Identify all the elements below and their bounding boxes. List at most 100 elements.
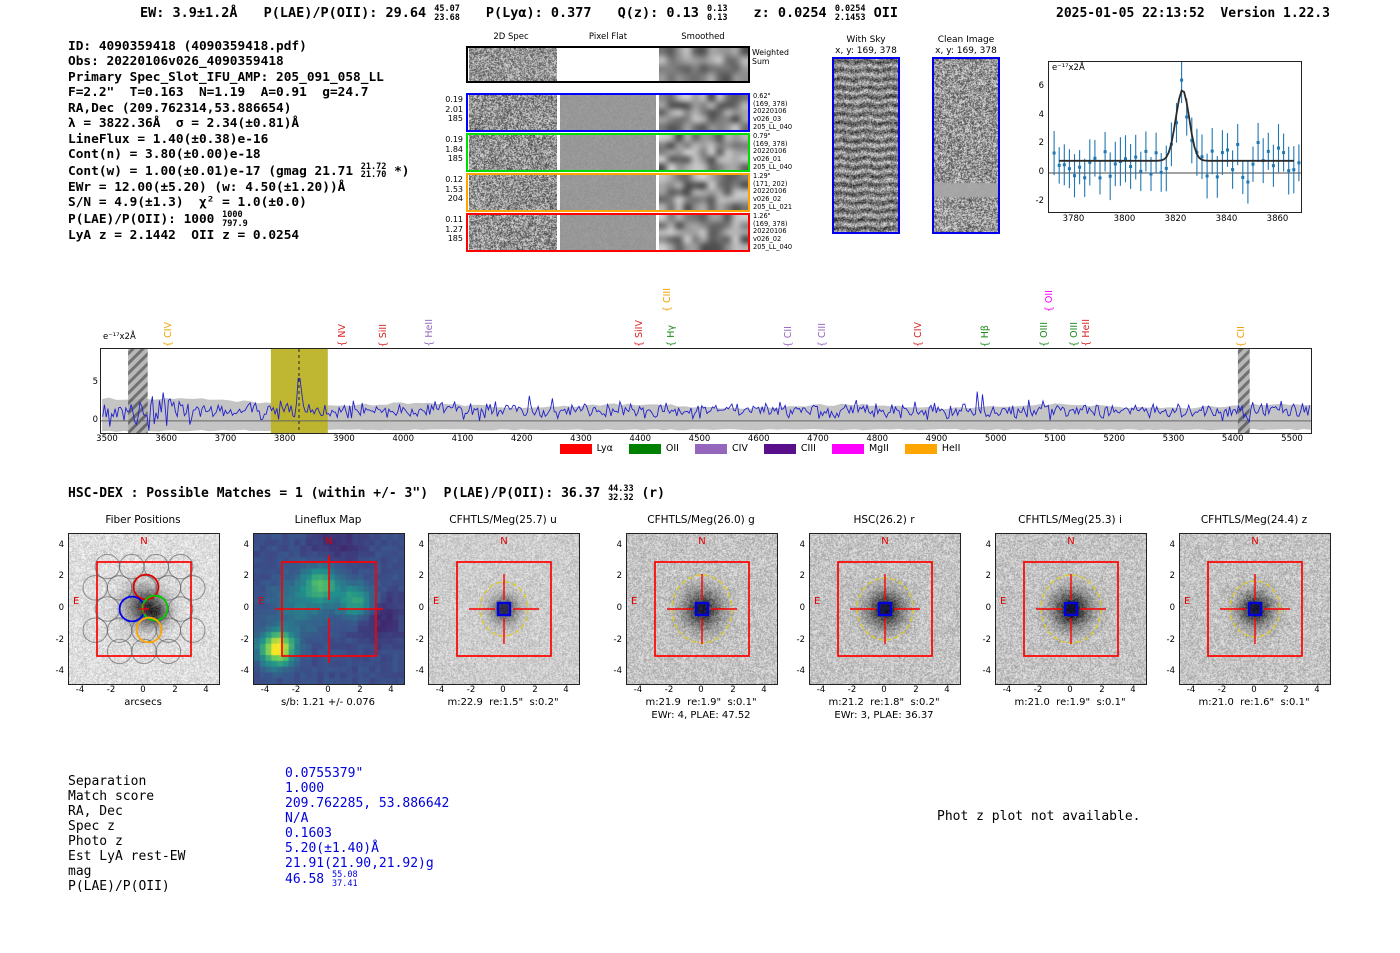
cutout-caption: s/b: 1.21 +/- 0.076 [280,697,376,708]
cutout-x-tick: 4 [761,685,767,695]
legend-swatch [831,443,864,454]
info-line-1: Obs: 20220106v026_4090359418 [68,54,284,70]
main-x-tick: 5100 [1044,434,1066,444]
spec2d-row-3-smoothed-image [659,215,748,250]
cutout-y-tick: -4 [613,666,622,676]
north-label: N [140,536,148,547]
cutout-x-tick: 2 [730,685,736,695]
main-x-tick: 4300 [570,434,592,444]
cutout-y-tick: -4 [1166,666,1175,676]
cutout-x-tick: 2 [357,685,363,695]
legend-swatch [628,443,661,454]
emission-line-label-CII: { CII [1236,325,1247,347]
spec2d-row-1-right-labels: 0.79" (169, 378) 20220106 v026_01 205_LL_040 [753,132,793,171]
spec2d-row-3 [466,213,750,252]
main-unit-label: e⁻¹⁷x2Å [103,332,136,342]
legend-label: HeII [941,443,961,454]
match-label-0: Separation [68,774,147,789]
spec2d-row-2 [466,173,750,212]
main-x-tick: 5000 [984,434,1007,444]
cutout-caption: m:22.9 re:1.5" s:0.2" [447,697,559,708]
info-line-8: Cont(w) = 1.00(±0.01)e-17 (gmag 21.71 21… [68,161,410,181]
plae-poii-summary: P(LAE)/P(OII): 29.64 45.07 23.68 [263,4,460,23]
main-x-tick: 4900 [925,434,948,444]
legend-item-CIV: CIV [694,443,748,454]
z-summary: z: 0.0254 0.0254 2.1453 OII [753,4,899,23]
clean-image-panel [932,57,1000,234]
cutout-y-tick: -2 [415,635,424,645]
cutout-y-tick: -2 [796,635,805,645]
cutout-y-tick: 2 [243,571,249,581]
cutout-x-tick: -2 [664,685,674,695]
emission-line-label-SiIV: { SiIV [634,319,645,347]
zoom-x-tick: 3860 [1266,214,1289,224]
cutout-y-tick: 2 [799,571,805,581]
cutout-y-tick: 2 [985,571,991,581]
main-x-tick: 4800 [866,434,889,444]
cutout-x-tick: 4 [1314,685,1320,695]
cutout-x-tick: -2 [1033,685,1043,695]
main-x-tick: 3700 [214,434,237,444]
main-x-tick: 4200 [510,434,533,444]
match-value-6: 21.91(21.90,21.92)g [285,856,434,871]
spec2d-row-0 [466,93,750,132]
north-label: N [881,536,889,547]
cutout-x-tick: 0 [698,685,704,695]
main-x-tick: 4100 [451,434,474,444]
cutout-x-tick: 2 [1099,685,1105,695]
legend-item-HeII: HeII [904,443,961,454]
cutout-title: CFHTLS/Meg(26.0) g [647,514,755,526]
cutout-x-tick: 4 [944,685,950,695]
legend-swatch [763,443,796,454]
cutout-overlay [1207,561,1303,657]
north-label: N [1067,536,1075,547]
emission-line-label-CIII: { CIII [662,287,673,312]
weighted-2d-image [469,48,557,81]
north-label: N [325,536,333,547]
spec2d-row-2-left-labels: 0.12 1.53 204 [445,175,463,204]
east-label: E [258,596,265,607]
cutout-x-tick: 4 [388,685,394,695]
cutout-y-tick: -4 [982,666,991,676]
cutout-overlay [654,561,750,657]
cutout-caption: m:21.9 re:1.9" s:0.1" [645,697,757,708]
clean-image-title: Clean Image x, y: 169, 378 [935,35,997,56]
match-value-4: 0.1603 [285,826,332,841]
cutout-y-tick: 4 [799,540,805,550]
zoom-y-tick: 6 [1038,81,1044,92]
summary-header: EW: 3.9±1.2Å P(LAE)/P(OII): 29.64 45.07 2… [140,5,898,22]
cutout-caption: m:21.0 re:1.9" s:0.1" [1014,697,1126,708]
spec2d-row-3-pixelflat-image [560,215,656,250]
zoom-spectrum-svg [1049,57,1301,204]
main-x-tick: 4600 [747,434,770,444]
cutout-x-tick: -2 [106,685,116,695]
spec2d-row-2-right-labels: 1.29" (171, 202) 20220106 v026_02 205_LL_021 [753,172,793,211]
weighted-smoothed-image [659,48,748,81]
main-x-tick: 4400 [629,434,652,444]
cutout-x-tick: -4 [633,685,643,695]
full-spectrum-plot [100,348,1312,434]
zoom-y-tick: 4 [1038,109,1044,120]
info-line-9: EWr = 12.00(±5.20) (w: 4.50(±1.20))Å [68,179,346,195]
cutout-y-tick: 2 [1169,571,1175,581]
emission-line-label-OII: { OII [1044,289,1055,312]
cutout-y-tick: 2 [58,571,64,581]
weighted-sum-label: Weighted Sum [752,48,789,66]
cutout-y-tick: 2 [616,571,622,581]
match-value-1: 1.000 [285,781,325,796]
cutout-y-tick: -2 [613,635,622,645]
cutout-x-tick: -2 [1217,685,1227,695]
spec2d-row-0-smoothed-image [659,95,748,130]
cutout-title: CFHTLS/Meg(25.7) u [449,514,557,526]
cutout-x-tick: 4 [563,685,569,695]
main-x-tick: 3900 [333,434,355,444]
emission-line-label-HeII: { HeII [1081,319,1092,347]
cutout-y-tick: -4 [796,666,805,676]
with-sky-panel [832,57,900,234]
cutout-caption: arcsecs [124,697,162,708]
